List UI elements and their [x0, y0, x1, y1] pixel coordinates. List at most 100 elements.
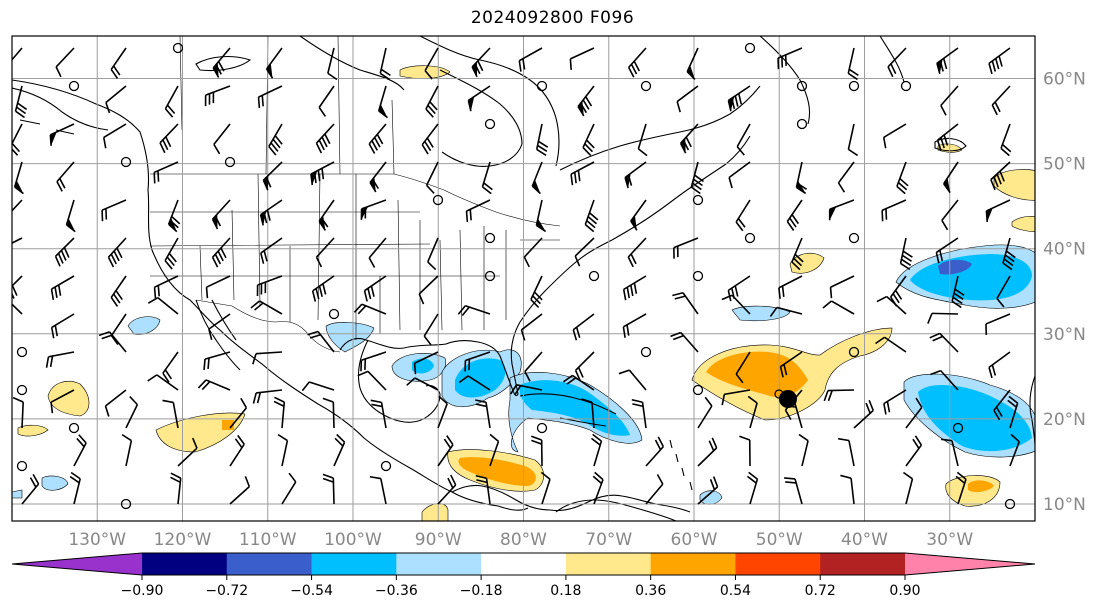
longitude-label: 40°W — [841, 530, 888, 550]
colorbar-tick-label: 0.36 — [635, 583, 666, 599]
positive-region-west-caribbean-core — [458, 457, 536, 486]
wind-barb — [16, 384, 28, 396]
wind-barb — [177, 437, 198, 467]
wind-barb — [197, 379, 231, 391]
wind-barb — [778, 275, 803, 299]
longitude-label: 90°W — [415, 530, 462, 550]
longitude-label: 70°W — [585, 530, 632, 550]
wind-barb — [929, 332, 959, 353]
wind-barb — [50, 313, 75, 339]
wind-barb — [73, 434, 87, 467]
wind-barb — [747, 395, 758, 429]
wind-barb — [523, 237, 543, 268]
border-us-mexico — [195, 299, 341, 353]
wind-barb — [736, 123, 751, 156]
positive-region-small-8-core — [968, 480, 994, 493]
wind-barb — [281, 472, 297, 505]
wind-barb — [125, 396, 139, 429]
wind-barb — [993, 389, 1011, 421]
wind-barb — [570, 161, 595, 186]
positive-region-small-3 — [399, 65, 451, 79]
wind-barb — [627, 237, 647, 268]
wind-barb — [484, 118, 496, 130]
wind-barb — [574, 237, 595, 267]
wind-barb — [257, 85, 283, 109]
wind-barb — [68, 80, 80, 92]
wind-barb — [310, 161, 335, 186]
wind-barb — [645, 436, 665, 467]
wind-barb — [985, 313, 1011, 335]
wind-barb — [437, 435, 454, 467]
wind-barb — [692, 384, 704, 396]
wind-barb — [484, 270, 496, 282]
coastline-alaska-islands — [12, 55, 252, 135]
wind-barb — [735, 351, 751, 384]
longitude-label: 110°W — [239, 530, 297, 550]
map-frame — [11, 35, 1036, 522]
wind-barb — [784, 477, 803, 505]
border-us-canada — [150, 173, 561, 227]
wind-barb — [1009, 433, 1020, 467]
wind-barb — [535, 199, 547, 233]
wind-barb — [896, 161, 909, 195]
wind-barb — [107, 237, 127, 268]
wind-barb — [670, 331, 699, 353]
negative-region-east-atlantic-core — [918, 384, 1032, 452]
wind-barb — [259, 199, 283, 226]
positive-region-small-1 — [47, 381, 90, 417]
wind-barb — [315, 237, 335, 268]
wind-barb — [159, 123, 179, 154]
wind-barb — [437, 474, 457, 505]
latitude-label: 50°N — [1043, 155, 1086, 175]
wind-barb — [988, 47, 1011, 75]
wind-barb — [101, 199, 127, 222]
wind-barb — [791, 237, 804, 271]
positive-region-small-7 — [1011, 216, 1035, 233]
wind-barb — [229, 397, 248, 429]
wind-barb — [935, 237, 959, 264]
wind-barb — [224, 156, 236, 168]
wind-barb — [277, 433, 289, 467]
wind-barb — [363, 275, 387, 302]
wind-barb — [952, 422, 964, 434]
positive-region-central-atlantic-core — [706, 351, 808, 398]
colorbar-tick-label: 0.72 — [805, 583, 836, 599]
negative-region-florida-core — [455, 358, 506, 398]
wind-barb — [413, 351, 439, 375]
latitude-label: 20°N — [1043, 410, 1086, 430]
longitude-label: 130°W — [68, 530, 126, 550]
wind-barb — [464, 351, 491, 372]
wind-barb — [162, 399, 179, 429]
wind-barb — [837, 161, 855, 193]
wind-barb — [315, 123, 335, 154]
wind-barb — [530, 275, 543, 308]
colorbar-tick-label: −0.36 — [375, 583, 418, 599]
wind-barb — [627, 47, 647, 78]
colorbar-tick-label: −0.90 — [121, 583, 164, 599]
wind-barb — [985, 199, 1011, 222]
wind-barb — [65, 199, 76, 233]
negative-region-small-4 — [699, 490, 723, 505]
gridlines — [12, 36, 1035, 521]
wind-barb — [229, 476, 251, 505]
coastlines — [12, 36, 1035, 521]
colorbar-tick-label: 0.90 — [889, 583, 920, 599]
coastline-lesser-antilles — [669, 439, 693, 491]
wind-barb — [55, 47, 75, 78]
coastline-canada-north — [299, 36, 761, 171]
colorbar-segment — [396, 553, 482, 575]
wind-barb — [110, 47, 127, 79]
wind-barb — [690, 161, 704, 195]
wind-barb — [823, 389, 855, 402]
wind-barb — [905, 435, 923, 467]
wind-barb — [840, 474, 855, 505]
wind-barb — [624, 161, 647, 189]
wind-barb — [360, 199, 387, 220]
wind-barb — [167, 199, 181, 233]
wind-barb — [518, 47, 543, 72]
colorbar-tick-label: −0.18 — [460, 583, 503, 599]
wind-barb — [847, 123, 859, 157]
colorbar-tick-label: −0.72 — [205, 583, 248, 599]
wind-barb — [50, 389, 75, 414]
wind-barb — [406, 377, 439, 391]
